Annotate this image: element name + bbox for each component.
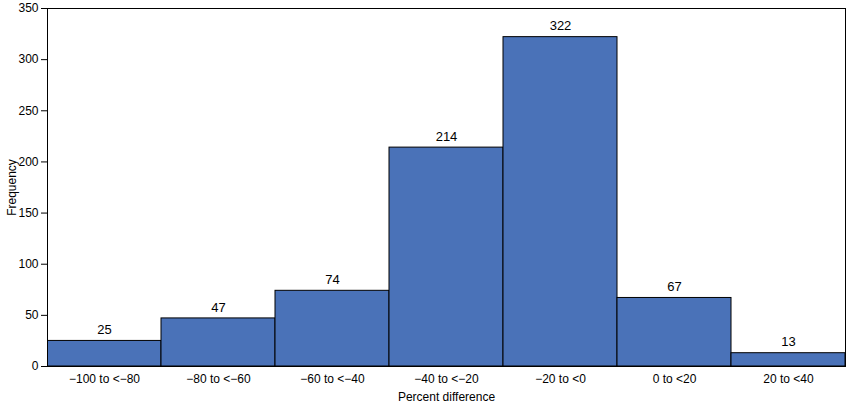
svg-text:200: 200: [18, 155, 38, 169]
svg-text:50: 50: [25, 308, 39, 322]
svg-text:300: 300: [18, 52, 38, 66]
svg-text:250: 250: [18, 104, 38, 118]
svg-text:150: 150: [18, 206, 38, 220]
svg-text:Frequency: Frequency: [5, 159, 19, 216]
svg-text:13: 13: [781, 334, 795, 349]
svg-text:Percent difference: Percent difference: [398, 390, 495, 404]
svg-text:100: 100: [18, 257, 38, 271]
svg-text:20 to <40: 20 to <40: [763, 372, 814, 386]
svg-text:−20 to <0: −20 to <0: [535, 372, 586, 386]
svg-text:−40 to <−20: −40 to <−20: [414, 372, 479, 386]
svg-text:74: 74: [325, 272, 339, 287]
svg-text:0 to <20: 0 to <20: [653, 372, 697, 386]
svg-text:47: 47: [211, 300, 225, 315]
svg-text:−100 to <−80: −100 to <−80: [69, 372, 140, 386]
svg-text:−80 to <−60: −80 to <−60: [186, 372, 251, 386]
svg-text:67: 67: [667, 279, 681, 294]
svg-text:322: 322: [550, 18, 572, 33]
svg-text:350: 350: [18, 1, 38, 15]
svg-text:214: 214: [436, 129, 458, 144]
svg-text:−60 to <−40: −60 to <−40: [300, 372, 365, 386]
svg-text:25: 25: [97, 322, 111, 337]
svg-text:0: 0: [32, 359, 39, 373]
